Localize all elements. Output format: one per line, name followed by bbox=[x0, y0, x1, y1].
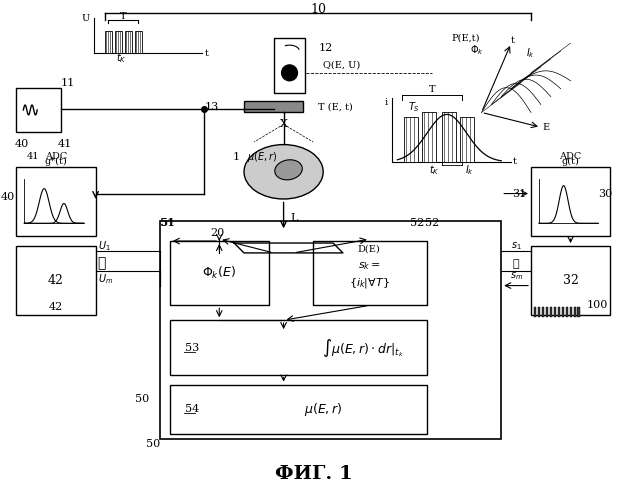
Text: $s_m$: $s_m$ bbox=[509, 270, 523, 281]
FancyBboxPatch shape bbox=[170, 241, 269, 306]
Text: 31: 31 bbox=[512, 188, 526, 198]
Text: T: T bbox=[120, 12, 127, 21]
Text: 52: 52 bbox=[410, 218, 424, 228]
Text: 42: 42 bbox=[49, 302, 63, 312]
Text: L: L bbox=[291, 214, 298, 224]
FancyBboxPatch shape bbox=[16, 88, 61, 132]
Text: $T_S$: $T_S$ bbox=[408, 100, 420, 114]
Text: $\Phi_k(E)$: $\Phi_k(E)$ bbox=[202, 264, 236, 281]
Text: 42: 42 bbox=[48, 274, 64, 287]
FancyBboxPatch shape bbox=[569, 308, 572, 317]
Bar bbox=[116, 32, 122, 53]
Bar bbox=[404, 118, 418, 162]
Text: 20: 20 bbox=[210, 228, 224, 238]
Polygon shape bbox=[234, 243, 343, 253]
FancyBboxPatch shape bbox=[170, 320, 427, 374]
Text: Q(E, U): Q(E, U) bbox=[323, 60, 360, 70]
Text: 30: 30 bbox=[598, 188, 612, 198]
Text: 41: 41 bbox=[26, 152, 39, 162]
Text: X: X bbox=[279, 120, 288, 130]
Text: 32: 32 bbox=[563, 274, 579, 287]
FancyBboxPatch shape bbox=[170, 384, 427, 434]
Text: $\Phi_k$: $\Phi_k$ bbox=[469, 43, 484, 57]
FancyBboxPatch shape bbox=[531, 167, 610, 236]
FancyBboxPatch shape bbox=[566, 308, 568, 317]
FancyBboxPatch shape bbox=[274, 38, 306, 92]
Text: 12: 12 bbox=[318, 43, 332, 53]
Text: 41: 41 bbox=[58, 139, 72, 149]
Bar bbox=[422, 112, 436, 162]
Text: D(E): D(E) bbox=[358, 244, 381, 254]
FancyBboxPatch shape bbox=[542, 308, 545, 317]
Text: $I_k$: $I_k$ bbox=[465, 163, 474, 176]
FancyBboxPatch shape bbox=[538, 308, 540, 317]
Bar bbox=[460, 118, 474, 162]
Text: 54: 54 bbox=[184, 404, 199, 414]
Text: P(E,t): P(E,t) bbox=[451, 34, 479, 42]
Text: t: t bbox=[513, 158, 517, 166]
Text: $s_k=$: $s_k=$ bbox=[358, 260, 381, 272]
Bar bbox=[442, 112, 456, 162]
Circle shape bbox=[281, 65, 297, 81]
FancyBboxPatch shape bbox=[534, 308, 537, 317]
FancyBboxPatch shape bbox=[16, 167, 96, 236]
Text: ADC: ADC bbox=[45, 152, 67, 162]
Text: ADC: ADC bbox=[560, 152, 582, 162]
Text: 11: 11 bbox=[61, 78, 75, 88]
Ellipse shape bbox=[244, 144, 323, 199]
Text: E: E bbox=[542, 123, 550, 132]
Text: 51: 51 bbox=[160, 218, 174, 228]
FancyBboxPatch shape bbox=[313, 241, 427, 306]
Text: t: t bbox=[511, 36, 515, 44]
Text: $U_m$: $U_m$ bbox=[97, 272, 113, 285]
FancyBboxPatch shape bbox=[160, 222, 501, 439]
FancyBboxPatch shape bbox=[550, 308, 552, 317]
FancyBboxPatch shape bbox=[574, 308, 576, 317]
Text: U: U bbox=[81, 14, 89, 23]
Text: i: i bbox=[384, 98, 388, 107]
Text: $s_1$: $s_1$ bbox=[510, 240, 522, 252]
Bar bbox=[135, 32, 142, 53]
Text: T (E, t): T (E, t) bbox=[318, 103, 353, 112]
Text: $\mu(E,r)$: $\mu(E,r)$ bbox=[304, 401, 342, 418]
Text: 50: 50 bbox=[146, 439, 160, 449]
FancyBboxPatch shape bbox=[578, 308, 580, 317]
FancyBboxPatch shape bbox=[16, 246, 96, 316]
Text: ⋮: ⋮ bbox=[513, 259, 519, 269]
Text: 13: 13 bbox=[205, 102, 219, 113]
FancyBboxPatch shape bbox=[558, 308, 560, 317]
Text: ⋮: ⋮ bbox=[97, 256, 106, 270]
Bar bbox=[106, 32, 112, 53]
Text: $t_K$: $t_K$ bbox=[116, 51, 127, 65]
Text: 100: 100 bbox=[587, 300, 608, 310]
Bar bbox=[125, 32, 132, 53]
Text: 40: 40 bbox=[0, 192, 14, 202]
Ellipse shape bbox=[274, 160, 302, 180]
FancyBboxPatch shape bbox=[244, 100, 304, 112]
Text: 53: 53 bbox=[184, 343, 199, 353]
Text: $U_1$: $U_1$ bbox=[97, 239, 111, 253]
Text: 10: 10 bbox=[310, 3, 326, 16]
FancyBboxPatch shape bbox=[546, 308, 548, 317]
FancyBboxPatch shape bbox=[561, 308, 564, 317]
FancyBboxPatch shape bbox=[554, 308, 556, 317]
Text: $\int \mu(E,r)\cdot dr|_{t_k}$: $\int \mu(E,r)\cdot dr|_{t_k}$ bbox=[322, 337, 404, 359]
Text: 40: 40 bbox=[14, 139, 29, 149]
FancyBboxPatch shape bbox=[531, 246, 610, 316]
Text: t: t bbox=[204, 48, 208, 58]
Text: T: T bbox=[428, 85, 435, 94]
Text: 51: 51 bbox=[161, 218, 175, 228]
Text: g(t): g(t) bbox=[561, 158, 579, 166]
Text: 52: 52 bbox=[425, 218, 439, 228]
Text: ФИГ. 1: ФИГ. 1 bbox=[275, 464, 353, 482]
Text: $\{i_k|\forall T\}$: $\{i_k|\forall T\}$ bbox=[349, 275, 390, 290]
Text: g*(t): g*(t) bbox=[45, 158, 68, 166]
Text: $\mu(E,r)$: $\mu(E,r)$ bbox=[247, 150, 277, 164]
Text: $t_K$: $t_K$ bbox=[428, 163, 439, 176]
Text: 1: 1 bbox=[232, 152, 240, 162]
Text: 50: 50 bbox=[135, 394, 150, 404]
Text: $I_k$: $I_k$ bbox=[527, 46, 535, 60]
